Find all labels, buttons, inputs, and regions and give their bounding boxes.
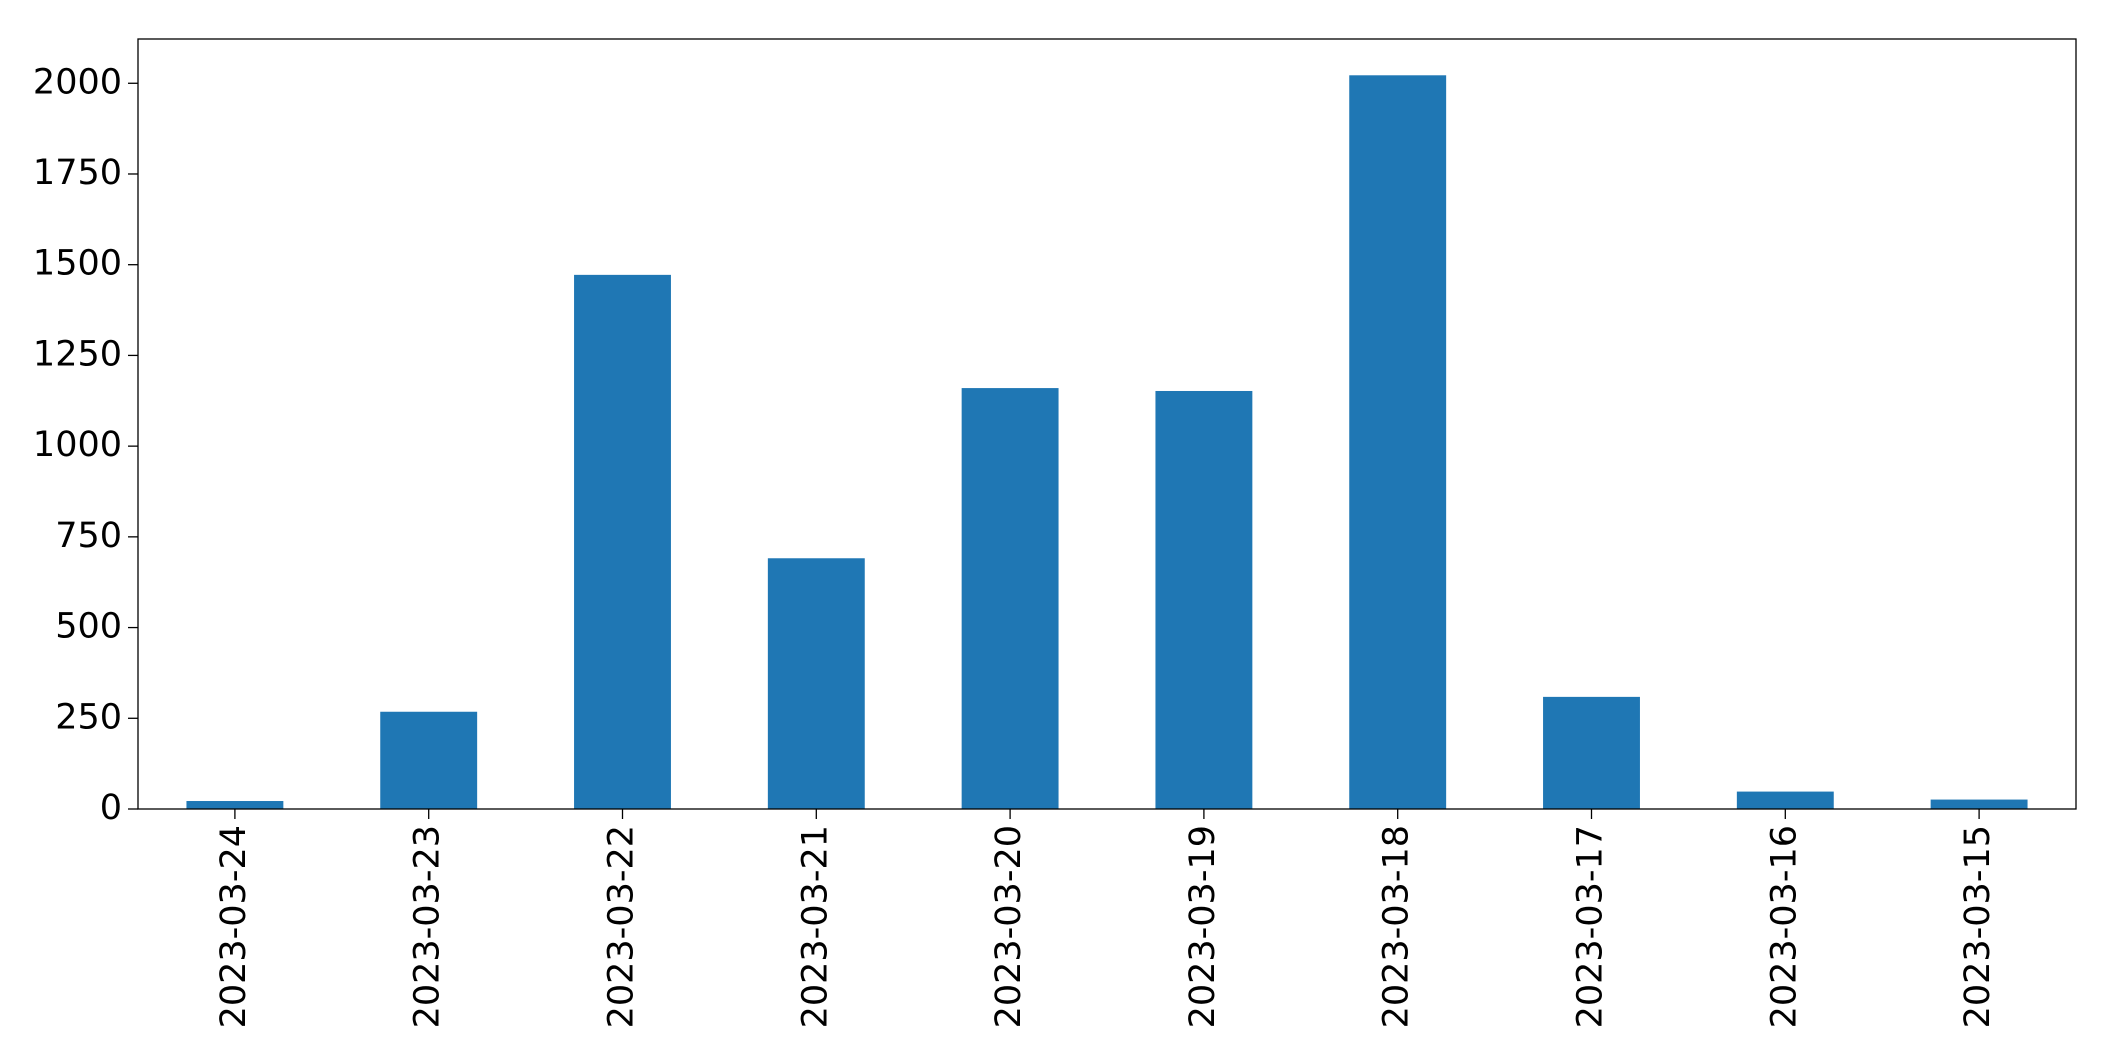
x-tick-label: 2023-03-20 [989, 825, 1029, 1028]
plot-frame [137, 38, 2077, 810]
x-tick-label: 2023-03-16 [1764, 825, 1804, 1028]
bar [961, 388, 1059, 809]
y-tick-label: 1750 [33, 153, 122, 193]
bar [380, 711, 478, 809]
y-tick-label: 0 [100, 788, 122, 828]
bar [1930, 799, 2028, 809]
x-tick-label: 2023-03-22 [602, 825, 642, 1028]
bar [767, 558, 865, 809]
x-tick-label: 2023-03-23 [408, 825, 448, 1028]
x-tick-label: 2023-03-19 [1183, 825, 1223, 1028]
bar [1349, 75, 1447, 810]
bar [574, 274, 671, 809]
bar [1155, 390, 1253, 809]
y-tick-label: 1500 [33, 244, 122, 284]
x-tick-label: 2023-03-18 [1377, 825, 1417, 1028]
y-tick-label: 1000 [33, 425, 122, 465]
x-tick-label: 2023-03-15 [1958, 825, 1998, 1028]
x-tick-label: 2023-03-17 [1571, 825, 1611, 1028]
bar [1736, 791, 1834, 809]
y-tick-label: 1250 [33, 334, 122, 374]
y-tick-label: 750 [55, 516, 122, 556]
y-tick-label: 250 [55, 697, 122, 737]
bar [186, 801, 284, 809]
x-tick-label: 2023-03-21 [795, 825, 835, 1028]
bar [1543, 696, 1640, 809]
x-tick-label: 2023-03-24 [214, 825, 254, 1028]
y-tick-label: 2000 [33, 62, 122, 102]
y-tick-label: 500 [55, 607, 122, 647]
